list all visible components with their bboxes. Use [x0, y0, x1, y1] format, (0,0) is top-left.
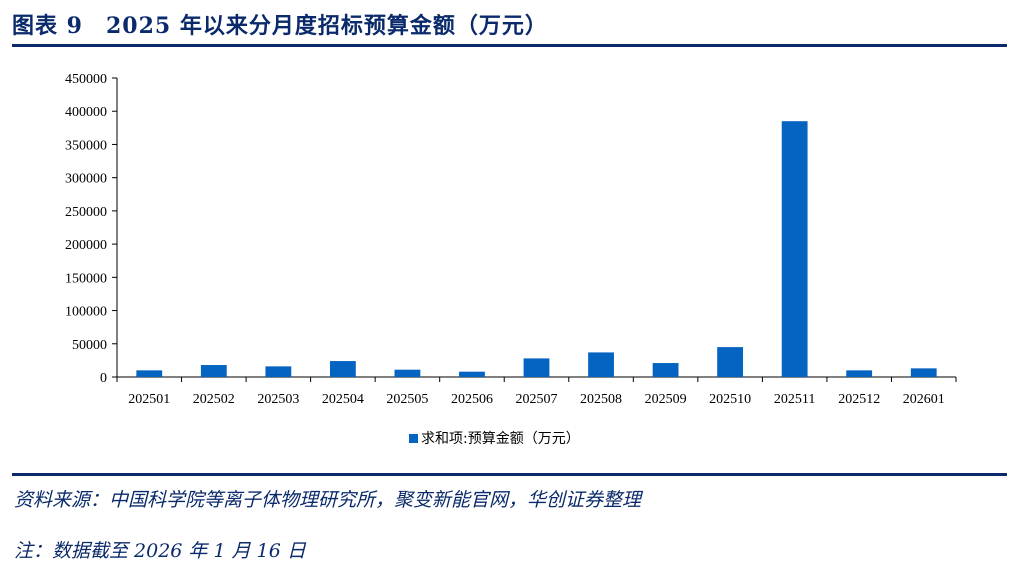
bar-chart: 0 50000 100000 150000 200000 250000 300000 3500…	[65, 72, 957, 447]
bar-202503	[265, 366, 292, 377]
y-tick-label: 0	[100, 371, 107, 386]
x-tick-label: 202510	[709, 392, 751, 407]
x-tick-label: 202507	[516, 392, 558, 407]
figure-title: 图表 9 2025 年以来分月度招标预算金额（万元）	[12, 13, 548, 39]
bar-202507	[523, 358, 550, 377]
bar-series	[136, 121, 937, 377]
bar-202501	[136, 370, 163, 377]
bar-202506	[459, 371, 485, 377]
bar-202505	[394, 369, 421, 377]
y-tick-label: 100000	[65, 305, 107, 320]
y-tick-label: 450000	[65, 72, 107, 87]
y-tick-label: 400000	[65, 105, 107, 120]
bar-202504	[329, 361, 356, 377]
y-tick-label: 150000	[65, 271, 107, 286]
bar-202511	[781, 121, 808, 377]
footer-divider	[12, 473, 1007, 476]
y-tick-label: 350000	[65, 138, 107, 153]
y-axis: 0 50000 100000 150000 200000 250000 300000 3500…	[65, 72, 118, 386]
y-tick-label: 250000	[65, 205, 107, 220]
bar-202509	[652, 363, 679, 377]
x-tick-label: 202511	[774, 392, 815, 407]
x-axis: 202501 202502 202503 202504 202505 202506 2025…	[116, 376, 957, 407]
legend-label: 求和项:预算金额（万元）	[421, 431, 580, 447]
x-tick-label: 202508	[580, 392, 622, 407]
legend-swatch	[409, 434, 418, 443]
y-tick-label: 50000	[72, 338, 107, 353]
x-tick-label: 202503	[257, 392, 299, 407]
title-divider	[12, 44, 1007, 47]
bar-202512	[846, 370, 873, 377]
x-tick-label: 202601	[903, 392, 945, 407]
x-tick-label: 202501	[128, 392, 170, 407]
x-tick-label: 202509	[645, 392, 687, 407]
x-tick-label: 202512	[838, 392, 880, 407]
bar-202510	[717, 347, 744, 377]
x-tick-label: 202504	[322, 392, 364, 407]
y-tick-label: 300000	[65, 172, 107, 187]
x-tick-label: 202506	[451, 392, 493, 407]
x-tick-label: 202502	[193, 392, 235, 407]
bar-202601	[910, 368, 937, 377]
legend: 求和项:预算金额（万元）	[409, 431, 580, 447]
source-note: 资料来源：中国科学院等离子体物理研究所，聚变新能官网，华创证券整理	[14, 489, 642, 511]
bar-202508	[588, 352, 614, 377]
x-tick-label: 202505	[386, 392, 428, 407]
y-tick-label: 200000	[65, 238, 107, 253]
date-note: 注：数据截至 2026 年 1 月 16 日	[14, 540, 306, 562]
bar-202502	[200, 365, 227, 377]
